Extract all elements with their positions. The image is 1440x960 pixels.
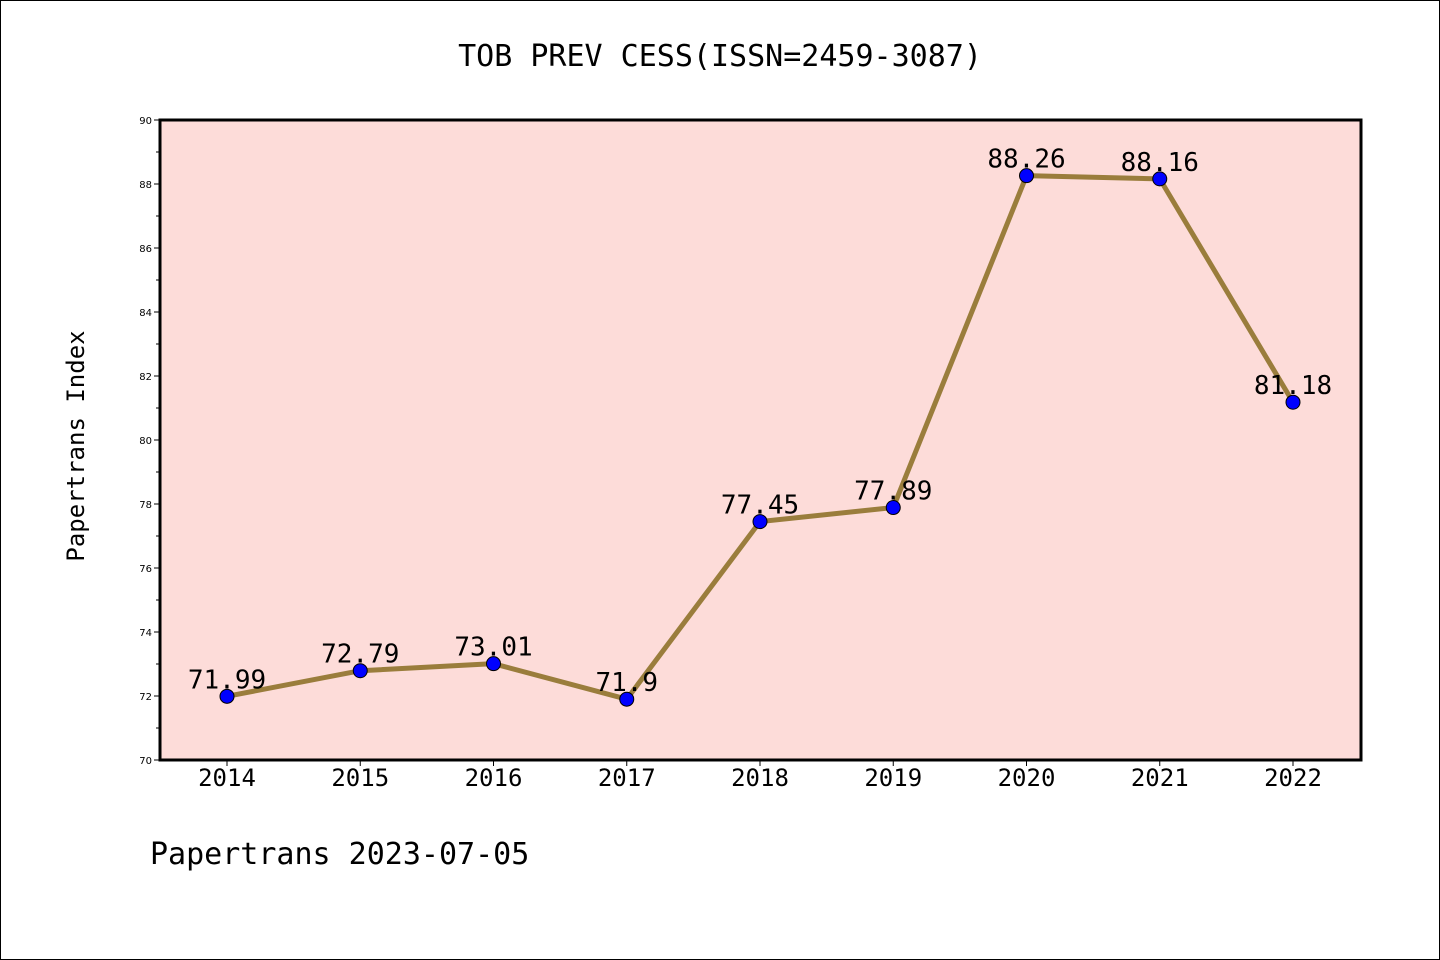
x-tick-label: 2022 bbox=[1264, 764, 1322, 792]
data-label: 81.18 bbox=[1254, 371, 1332, 401]
data-label: 88.16 bbox=[1121, 148, 1199, 178]
chart-title: TOB PREV CESS(ISSN=2459-3087) bbox=[458, 39, 982, 74]
y-tick-label: 88 bbox=[139, 180, 152, 191]
y-tick-label: 86 bbox=[139, 244, 152, 255]
x-tick-label: 2016 bbox=[465, 764, 523, 792]
x-axis: 2014 2015 2016 2017 2018 2019 2020 2021 2022 bbox=[198, 760, 1322, 792]
data-label: 77.45 bbox=[721, 491, 799, 521]
x-tick-label: 2014 bbox=[198, 764, 256, 792]
data-point bbox=[885, 500, 901, 516]
footer-text: Papertrans 2023-07-05 bbox=[150, 837, 529, 872]
data-point bbox=[1019, 168, 1034, 184]
data-point bbox=[619, 691, 635, 707]
markers-group bbox=[219, 168, 1301, 707]
y-tick-label: 74 bbox=[139, 628, 152, 639]
y-axis-label: Papertrans Index bbox=[62, 330, 90, 561]
data-point bbox=[1152, 171, 1168, 187]
x-tick-label: 2021 bbox=[1131, 764, 1189, 792]
y-tick-label: 90 bbox=[139, 116, 152, 127]
y-tick-label: 84 bbox=[139, 308, 152, 319]
data-label: 73.01 bbox=[454, 633, 532, 663]
data-labels-group: 71.99 72.79 73.01 71.9 77.45 77.89 88.26 88.16 8… bbox=[188, 145, 1332, 699]
x-tick-label: 2020 bbox=[998, 764, 1056, 792]
data-point bbox=[752, 514, 768, 530]
y-axis: 70 72 74 76 78 80 82 84 86 88 90 bbox=[139, 116, 160, 767]
data-label: 71.9 bbox=[595, 668, 658, 698]
data-point bbox=[486, 656, 501, 672]
plot-area bbox=[158, 118, 1363, 762]
data-point bbox=[1285, 394, 1301, 410]
y-tick-label: 80 bbox=[139, 436, 152, 447]
data-point bbox=[352, 663, 368, 679]
data-label: 88.26 bbox=[987, 145, 1065, 175]
data-point bbox=[219, 688, 235, 704]
y-tick-label: 82 bbox=[139, 372, 152, 383]
data-label: 77.89 bbox=[854, 477, 932, 507]
data-label: 72.79 bbox=[321, 640, 399, 670]
x-tick-label: 2017 bbox=[598, 764, 656, 792]
y-tick-label: 70 bbox=[139, 756, 152, 767]
y-tick-label: 72 bbox=[139, 692, 152, 703]
data-label: 71.99 bbox=[188, 665, 266, 695]
y-tick-label: 76 bbox=[139, 564, 152, 575]
x-tick-label: 2019 bbox=[864, 764, 922, 792]
x-tick-label: 2015 bbox=[331, 764, 389, 792]
x-tick-label: 2018 bbox=[731, 764, 789, 792]
y-tick-label: 78 bbox=[139, 500, 152, 511]
